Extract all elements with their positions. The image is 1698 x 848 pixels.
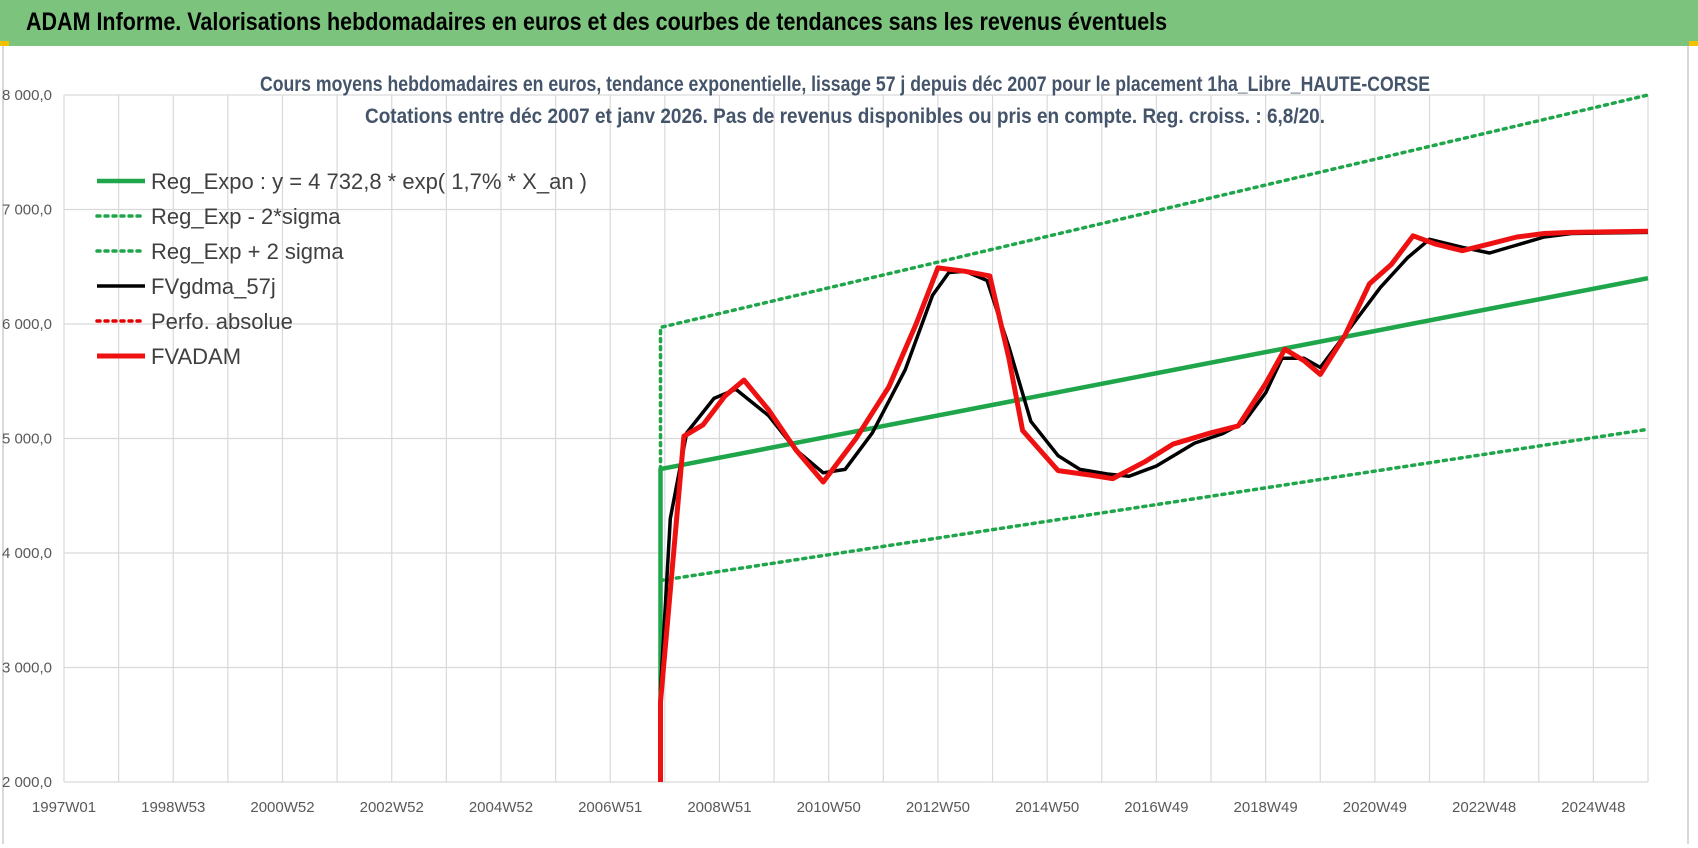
series-line-0 [658, 275, 1649, 782]
x-axis-ticks: 1997W01 1998W53 2000W52 2002W52 2004W52 2006W… [32, 799, 1626, 816]
y-axis-ticks: 2 000,0 3 000,0 4 000,0 5 000,0 6 000,0 7 000… [2, 87, 52, 791]
grid-lines [63, 94, 1649, 783]
x-tick-label: 2024W48 [1561, 799, 1625, 816]
series-line-2 [658, 93, 1650, 584]
legend-label-1: Reg_Exp - 2*sigma [151, 204, 341, 229]
banner-corner-left [0, 41, 9, 46]
legend-label-5: FVADAM [151, 344, 241, 369]
series-line-5 [658, 228, 1649, 782]
x-tick-label: 2006W51 [578, 799, 642, 816]
series-line-1 [658, 427, 1650, 583]
legend: Reg_Expo : y = 4 732,8 * exp( 1,7% * X_a… [95, 169, 587, 369]
chart-title-line-1: Cours moyens hebdomadaires en euros, ten… [260, 73, 1430, 96]
y-tick-label: 7 000,0 [2, 202, 52, 219]
x-tick-label: 2000W52 [250, 799, 314, 816]
x-tick-label: 2008W51 [687, 799, 751, 816]
x-tick-label: 1998W53 [141, 799, 205, 816]
legend-label-3: FVgdma_57j [151, 274, 276, 299]
y-tick-label: 8 000,0 [2, 87, 52, 104]
chart-title-group: Cours moyens hebdomadaires en euros, ten… [260, 73, 1430, 128]
x-tick-label: 1997W01 [32, 799, 96, 816]
x-tick-label: 2002W52 [360, 799, 424, 816]
x-tick-label: 2012W50 [906, 799, 970, 816]
legend-label-2: Reg_Exp + 2 sigma [151, 239, 344, 264]
y-tick-label: 6 000,0 [2, 316, 52, 333]
report-title: ADAM Informe. Valorisations hebdomadaire… [26, 8, 1168, 36]
y-tick-label: 3 000,0 [2, 660, 52, 677]
x-tick-label: 2004W52 [469, 799, 533, 816]
report-banner: ADAM Informe. Valorisations hebdomadaire… [0, 0, 1698, 46]
x-tick-label: 2014W50 [1015, 799, 1079, 816]
legend-label-4: Perfo. absolue [151, 309, 293, 334]
chart-frame [2, 46, 1689, 844]
x-tick-label: 2016W49 [1124, 799, 1188, 816]
series-lines [658, 93, 1650, 782]
y-tick-label: 2 000,0 [2, 774, 52, 791]
y-tick-label: 5 000,0 [2, 431, 52, 448]
x-tick-label: 2018W49 [1234, 799, 1298, 816]
banner-corner-right [1689, 41, 1698, 46]
legend-label-0: Reg_Expo : y = 4 732,8 * exp( 1,7% * X_a… [151, 169, 587, 194]
x-tick-label: 2022W48 [1452, 799, 1516, 816]
x-tick-label: 2020W49 [1343, 799, 1407, 816]
x-tick-label: 2010W50 [797, 799, 861, 816]
chart-title-line-2: Cotations entre déc 2007 et janv 2026. P… [365, 105, 1325, 128]
y-tick-label: 4 000,0 [2, 545, 52, 562]
